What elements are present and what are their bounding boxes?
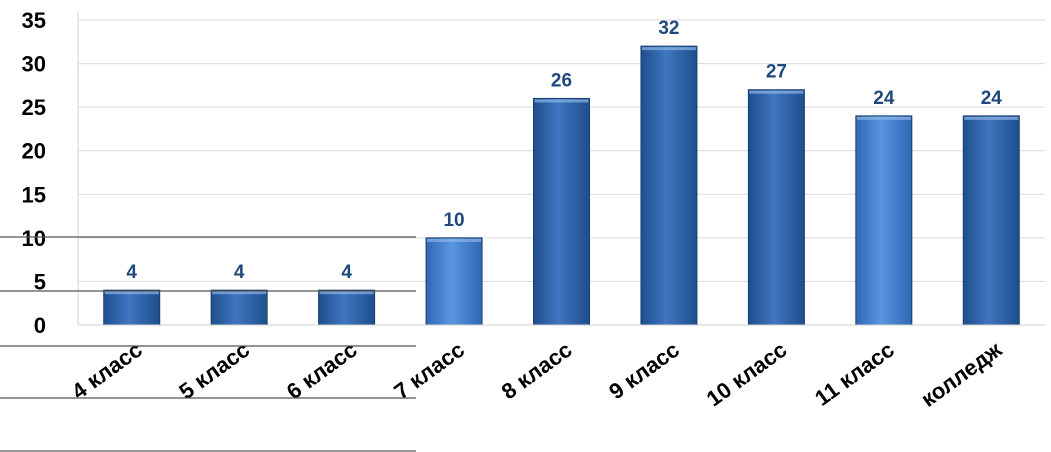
bars <box>103 45 1020 326</box>
category-label: 11 класс <box>810 337 899 411</box>
data-label: 24 <box>873 88 895 109</box>
x-axis: 4 класс 5 класс 6 класс 7 класс 8 класс 9 кла… <box>67 337 1007 412</box>
bar-6 <box>640 45 698 326</box>
bar-1 <box>103 289 161 326</box>
data-label: 10 <box>443 210 464 231</box>
category-label: 10 класс <box>702 337 792 412</box>
category-label: 5 класс <box>174 337 254 404</box>
bar-highlight <box>319 291 374 295</box>
bar-highlight <box>641 47 696 51</box>
y-tick-label: 30 <box>22 52 46 77</box>
category-label: 6 класс <box>282 337 362 404</box>
bar-highlight <box>212 291 267 295</box>
data-label: 4 <box>126 262 137 283</box>
y-tick-label: 0 <box>34 313 46 338</box>
y-tick-label: 35 <box>22 8 46 33</box>
bar-8 <box>855 115 913 326</box>
data-label: 4 <box>341 262 352 283</box>
bar-highlight <box>856 116 911 120</box>
category-label: 7 класс <box>389 337 469 404</box>
bar-highlight <box>104 291 159 295</box>
category-label: 9 класс <box>604 337 684 404</box>
category-label: колледж <box>916 337 1006 412</box>
bar-highlight <box>427 238 482 242</box>
bar-7 <box>747 89 805 326</box>
y-tick-label: 25 <box>22 95 46 120</box>
data-labels: 4 4 4 10 26 32 27 24 24 <box>126 18 1002 283</box>
bar-highlight <box>534 99 589 103</box>
category-label: 8 класс <box>497 337 577 404</box>
y-axis: 0 5 10 15 20 25 30 35 <box>22 8 1045 338</box>
bar-2 <box>210 289 268 326</box>
y-tick-label: 5 <box>34 269 46 294</box>
y-tick-label: 15 <box>22 182 46 207</box>
overlay-lines <box>0 236 416 452</box>
category-label: 4 класс <box>67 337 147 404</box>
bar-highlight <box>749 90 804 94</box>
bar-5 <box>533 97 590 326</box>
bar-highlight <box>964 116 1019 120</box>
y-tick-label: 20 <box>22 139 46 164</box>
data-label: 27 <box>766 62 787 83</box>
data-label: 26 <box>551 70 572 91</box>
y-tick-label: 10 <box>22 226 46 251</box>
data-label: 4 <box>234 262 245 283</box>
data-label: 32 <box>658 18 679 39</box>
bar-9 <box>962 115 1020 326</box>
data-label: 24 <box>981 88 1003 109</box>
bar-4 <box>425 237 483 326</box>
bar-3 <box>318 289 376 326</box>
